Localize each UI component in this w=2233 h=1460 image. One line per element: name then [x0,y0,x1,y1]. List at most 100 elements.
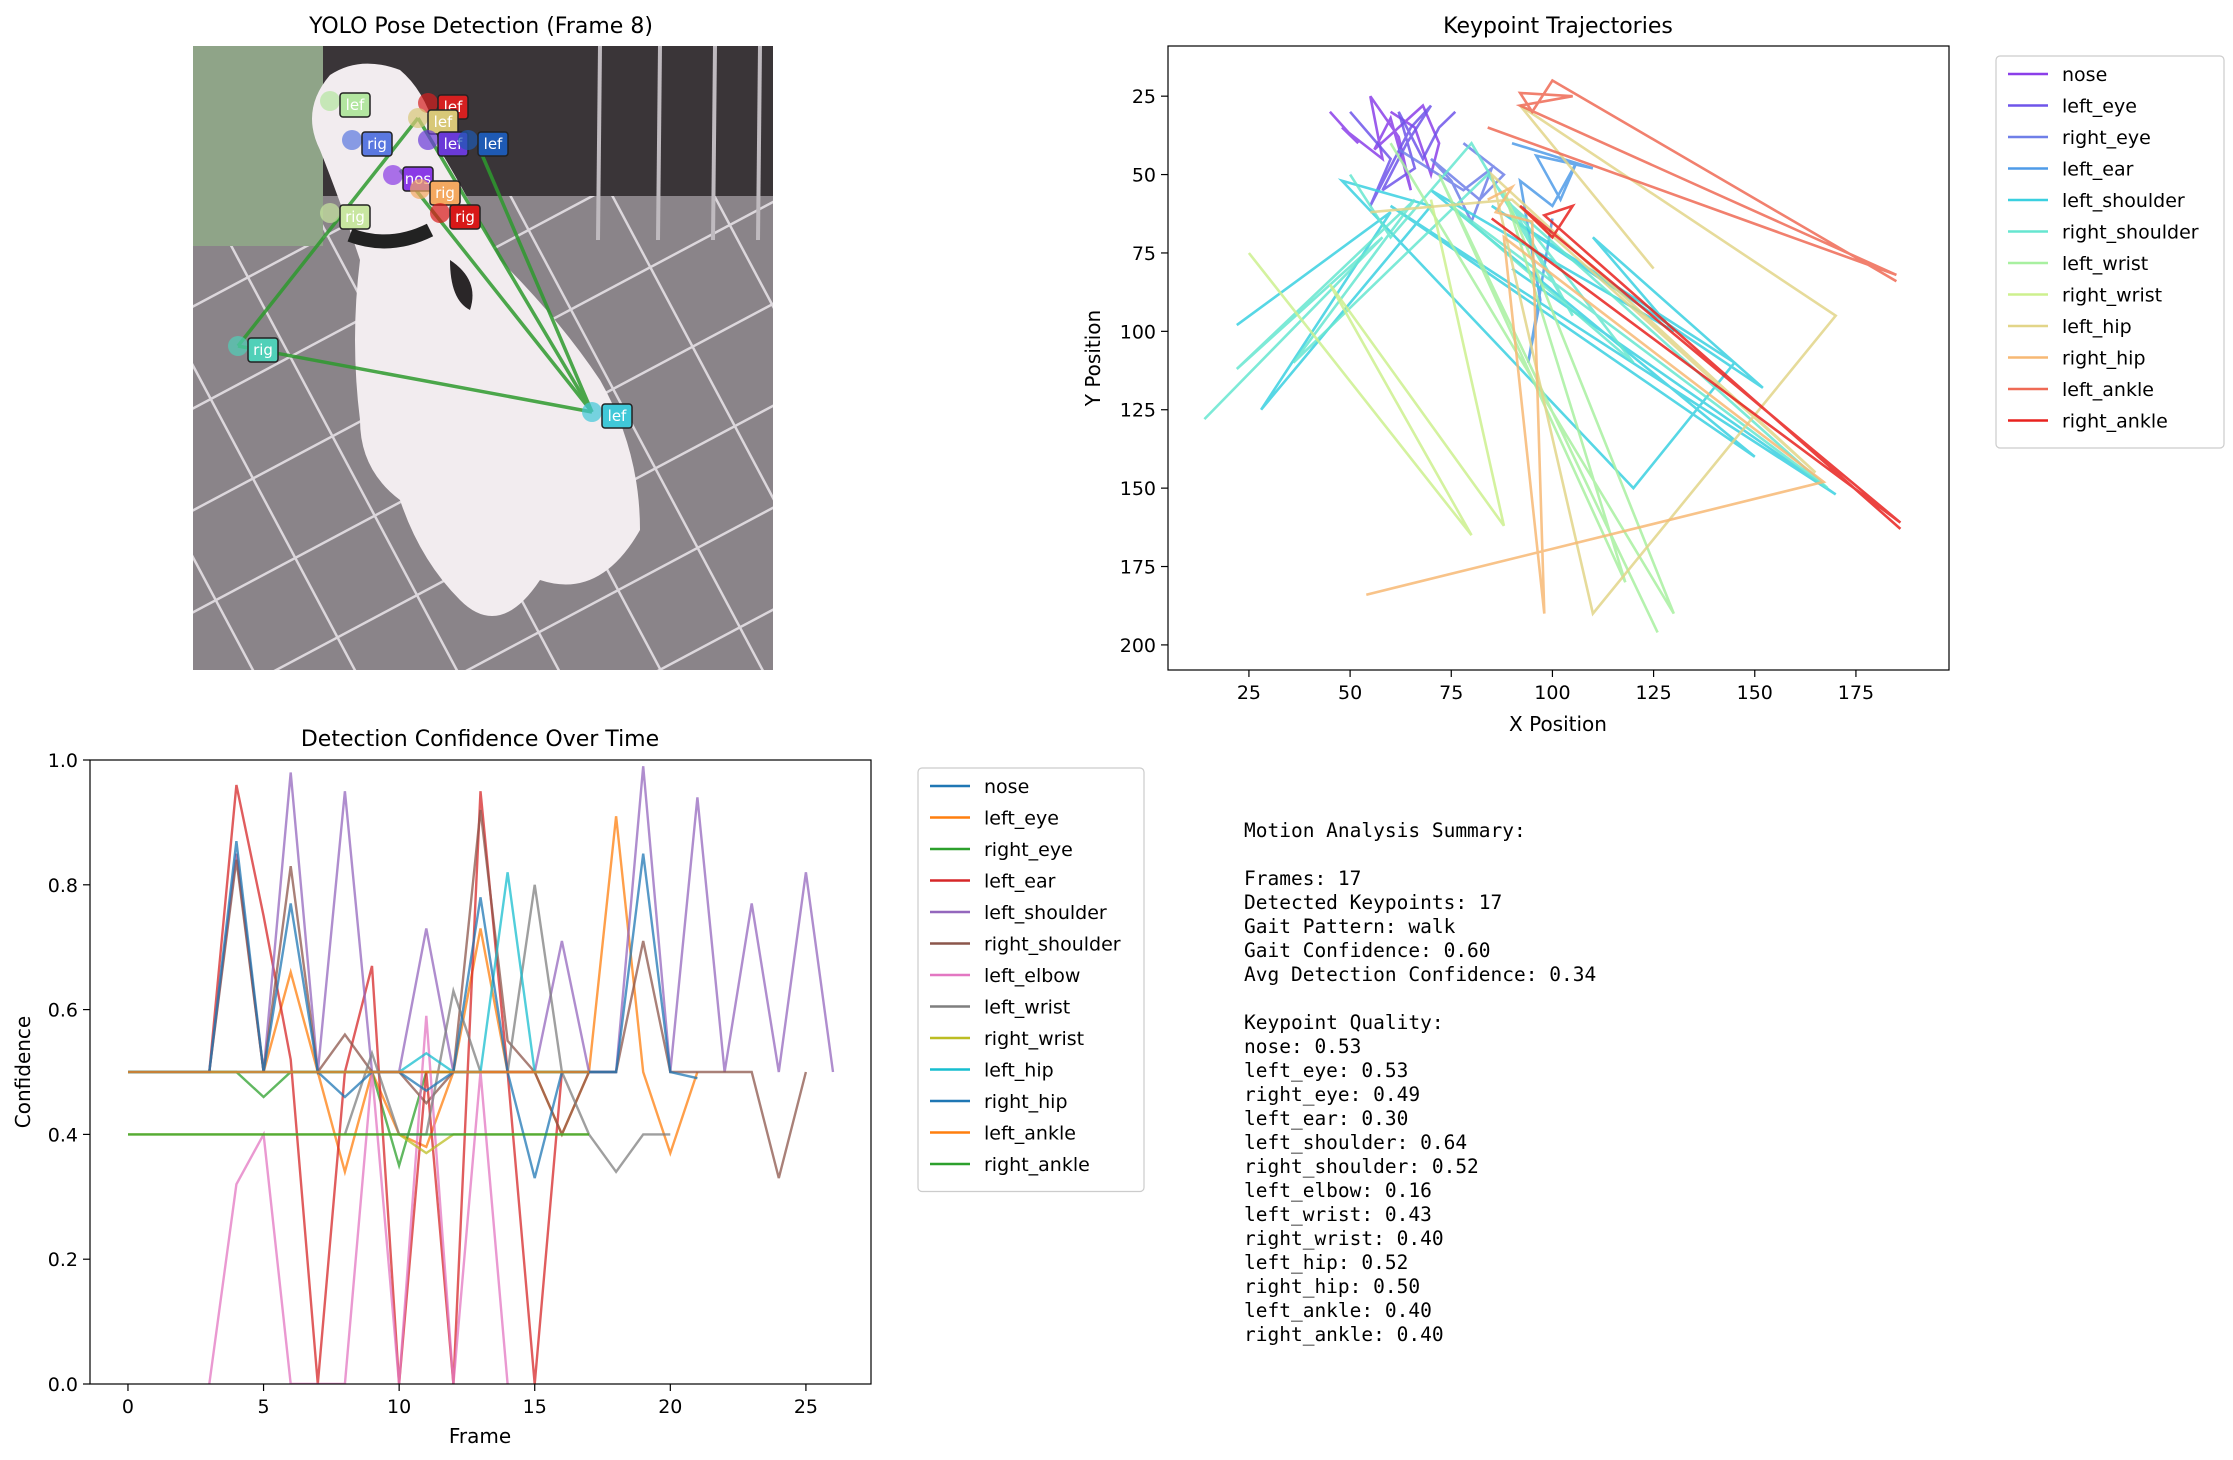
keypoint-dot [342,130,362,150]
keypoint-label: rig [345,208,365,226]
keypoint-label: rig [455,208,475,226]
keypoint-dot [410,179,430,199]
y-tick-label: 0.0 [48,1374,78,1396]
summary-title: Motion Analysis Summary: [1244,819,1526,842]
trajectory-line-right_ankle [1490,203,1902,530]
keypoint-label: lef [608,407,627,425]
y-tick-label: 75 [1132,243,1156,265]
confidence-legend-box [917,767,1145,1193]
trajectory-line-left_wrist [1389,142,1676,633]
x-tick-label: 125 [1635,682,1671,704]
confidence-line-right_wrist [128,1133,589,1155]
legend-label: right_shoulder [984,934,1121,956]
legend-label: right_wrist [984,1028,1084,1050]
confidence-legend: nose left_eye right_eye left_ear left_should… [917,767,1145,1193]
confidence-xlabel: Frame [449,1424,511,1448]
confidence-line-right_hip [128,840,698,1179]
legend-label: left_ear [2062,159,2134,181]
x-tick-label: 25 [1237,682,1261,704]
keypoint-label: rig [367,135,387,153]
keypoint-label: lef [434,113,453,131]
legend-label: left_ear [984,871,1056,893]
x-tick-label: 175 [1838,682,1874,704]
legend-label: left_wrist [984,997,1070,1019]
trajectory-line-left_eye [1349,104,1457,207]
summary-line: right_shoulder: 0.52 [1244,1155,1479,1178]
keypoint-dot [430,203,450,223]
confidence-line-left_hip [128,872,589,1074]
x-tick-label: 25 [794,1396,818,1418]
legend-label: right_hip [984,1091,1068,1113]
x-tick-label: 50 [1338,682,1362,704]
summary-line: left_ankle: 0.40 [1244,1299,1432,1322]
x-tick-label: 5 [258,1396,270,1418]
trajectory-ticks: 25 50 75 100 125 150 175 25 50 75 100 125 150 175 200 [1120,86,1874,704]
summary-line: left_eye: 0.53 [1244,1059,1408,1082]
summary-line: left_elbow: 0.16 [1244,1179,1432,1202]
confidence-line-right_shoulder [208,809,808,1179]
legend-label: left_eye [2062,96,2137,118]
summary-line: left_wrist: 0.43 [1244,1203,1432,1226]
confidence-line-left_elbow [208,1015,509,1384]
keypoint-dot [383,165,403,185]
summary-line: Avg Detection Confidence: 0.34 [1244,963,1596,986]
legend-label: right_hip [2062,348,2146,370]
keypoint-label: lef [346,96,365,114]
legend-label: right_shoulder [2062,222,2199,244]
legend-label: nose [984,776,1029,798]
x-tick-label: 150 [1737,682,1773,704]
legend-label: left_ankle [984,1123,1076,1145]
summary-line: Gait Pattern: walk [1244,915,1456,938]
y-tick-label: 25 [1132,86,1156,108]
trajectory-plot-area [1203,78,1902,633]
keypoint-dot [582,402,602,422]
x-tick-label: 75 [1439,682,1463,704]
trajectory-title: Keypoint Trajectories [1443,14,1673,39]
summary-line: right_wrist: 0.40 [1244,1227,1444,1250]
keypoint-dot [408,108,428,128]
confidence-axes-frame [89,759,872,1385]
y-tick-label: 0.4 [48,1124,78,1146]
trajectory-line-left_ankle [1487,78,1898,283]
legend-label: right_ankle [984,1154,1090,1176]
summary-line: Gait Confidence: 0.60 [1244,939,1491,962]
x-tick-label: 15 [523,1396,547,1418]
keypoint-badge [601,403,633,429]
y-tick-label: 125 [1120,400,1156,422]
legend-label: left_wrist [2062,253,2148,275]
summary-line: left_ear: 0.30 [1244,1107,1408,1130]
summary-line: nose: 0.53 [1244,1035,1361,1058]
trajectory-line-right_wrist [1247,199,1506,537]
trajectory-xlabel: X Position [1509,712,1607,736]
pose-image-panel: YOLO Pose Detection (Frame 8) lef lef lef r… [193,14,773,670]
y-tick-label: 175 [1120,557,1156,579]
y-tick-label: 100 [1120,321,1156,343]
confidence-panel: Detection Confidence Over Time 0 5 10 15 20 2… [11,727,1145,1448]
confidence-line-left_eye [235,816,699,1177]
y-tick-label: 150 [1120,478,1156,500]
keypoint-dot [418,93,438,113]
confidence-ylabel: Confidence [11,1016,35,1128]
keypoint-label: rig [435,184,455,202]
summary-line: right_ankle: 0.40 [1244,1323,1444,1346]
trajectory-line-right_hip [1365,183,1827,614]
confidence-ticks: 0 5 10 15 20 25 0.0 0.2 0.4 0.6 0.8 1.0 [48,750,818,1418]
x-tick-label: 20 [658,1396,682,1418]
keypoint-label: lef [484,135,503,153]
trajectory-line-left_hip [1370,104,1838,617]
keypoint-badge [449,204,481,230]
confidence-line-left_ear [208,784,564,1384]
keypoint-dot [320,91,340,111]
x-tick-label: 10 [387,1396,411,1418]
legend-label: nose [2062,64,2107,86]
summary-line: Keypoint Quality: [1244,1011,1444,1034]
y-tick-label: 50 [1132,165,1156,187]
trajectory-legend-box [1995,55,2225,449]
keypoint-badge [339,204,371,230]
trajectory-ylabel: Y Position [1081,310,1105,407]
legend-label: left_shoulder [2062,190,2185,212]
keypoint-badge [339,92,371,118]
legend-label: right_ankle [2062,411,2168,433]
